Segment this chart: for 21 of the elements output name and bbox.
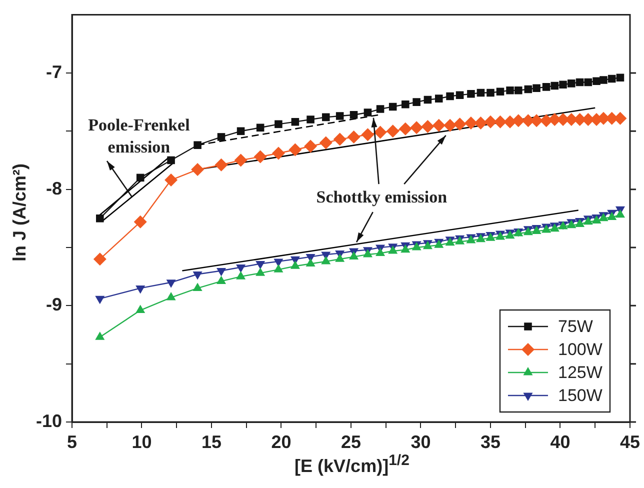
y-tick-label: -7 xyxy=(46,62,62,82)
x-tick-label: 25 xyxy=(340,432,362,452)
annotation: Schottky emission xyxy=(316,187,448,206)
legend-label: 75W xyxy=(558,317,593,336)
x-tick-label: 15 xyxy=(201,432,222,452)
y-tick-label: -9 xyxy=(46,294,62,315)
x-tick-label: 40 xyxy=(550,432,570,452)
x-tick-label: 10 xyxy=(132,432,152,452)
legend-label: 150W xyxy=(558,386,602,406)
x-tick-label: 35 xyxy=(480,432,501,452)
y-axis-title: ln J (A/cm²) xyxy=(10,162,30,264)
x-tick-label: 20 xyxy=(271,432,292,452)
x-tick-label: 30 xyxy=(410,432,431,452)
y-tick-label: -10 xyxy=(36,410,62,431)
legend-label: 100W xyxy=(558,340,602,360)
x-tick-label: 45 xyxy=(620,432,640,452)
annotation: Poole-Frenkel emission xyxy=(88,115,190,156)
x-tick-label: 5 xyxy=(66,432,78,452)
legend-label: 125W xyxy=(558,363,602,382)
y-tick-label: -8 xyxy=(46,178,62,198)
x-axis-title: [E (kV/cm)]$^{1/2}$ xyxy=(294,452,410,477)
